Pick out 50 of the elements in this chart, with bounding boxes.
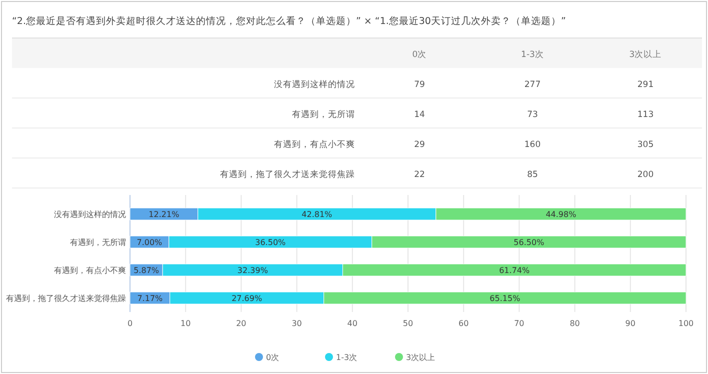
y-tick-label: 没有遇到这样的情况 [54, 210, 126, 219]
data-label: 7.00% [136, 238, 163, 247]
data-label: 73 [527, 110, 538, 120]
data-label: 7.17% [137, 294, 164, 303]
data-label: 291 [637, 80, 654, 90]
data-label: 36.50% [255, 238, 286, 247]
y-tick-label: 有遇到，有点小不爽 [54, 266, 126, 275]
x-tick-label: 60 [458, 319, 469, 328]
data-label: 32.39% [237, 266, 268, 275]
x-tick-label: 1-3次 [521, 49, 544, 60]
data-label: 61.74% [499, 266, 530, 275]
x-tick-label: 100 [678, 319, 694, 328]
x-tick-label: 80 [570, 319, 580, 328]
legend-label: 3次以上 [406, 353, 436, 362]
y-tick-label: 有遇到，无所谓 [292, 109, 355, 120]
y-tick-label: 有遇到，拖了很久才送来觉得焦躁 [220, 169, 355, 180]
data-label: 277 [524, 80, 541, 90]
data-label: 160 [524, 140, 541, 150]
data-label: 12.21% [148, 210, 180, 219]
data-label: 22 [414, 170, 425, 180]
data-label: 113 [637, 110, 654, 120]
x-tick-label: 70 [514, 319, 524, 328]
y-tick-label: 有遇到，拖了很久才送来觉得焦躁 [6, 294, 126, 303]
x-tick-label: 30 [292, 319, 302, 328]
data-label: 44.98% [546, 210, 577, 219]
chart-title: “2.您最近是否有遇到外卖超时很久才送达的情况，您对此怎么看？（单选题）” × “1.您最近30天订过几次外卖？（单选题）” [12, 15, 566, 27]
data-label: 14 [414, 110, 425, 120]
data-label: 27.69% [232, 294, 262, 303]
legend-label: 0次 [266, 353, 280, 362]
data-label: 5.87% [134, 266, 160, 275]
y-tick-label: 没有遇到这样的情况 [274, 79, 355, 90]
x-tick-label: 0 [127, 319, 133, 328]
legend-label: 1-3次 [336, 353, 358, 362]
data-label: 85 [527, 170, 538, 180]
y-tick-label: 有遇到，有点小不爽 [274, 139, 355, 150]
y-tick-label: 有遇到，无所谓 [70, 238, 126, 247]
data-label: 200 [637, 170, 654, 180]
data-label: 56.50% [514, 238, 545, 247]
x-tick-label: 20 [236, 319, 246, 328]
data-label: 42.81% [302, 210, 333, 219]
x-tick-label: 50 [402, 319, 414, 328]
data-label: 29 [414, 140, 425, 150]
x-tick-label: 0次 [412, 49, 427, 60]
x-tick-label: 3次以上 [629, 49, 662, 60]
data-label: 65.15% [490, 294, 521, 303]
x-tick-label: 90 [625, 319, 636, 328]
x-tick-label: 10 [180, 319, 191, 328]
data-label: 305 [637, 140, 654, 150]
data-label: 79 [414, 80, 425, 90]
x-tick-label: 40 [347, 319, 358, 328]
